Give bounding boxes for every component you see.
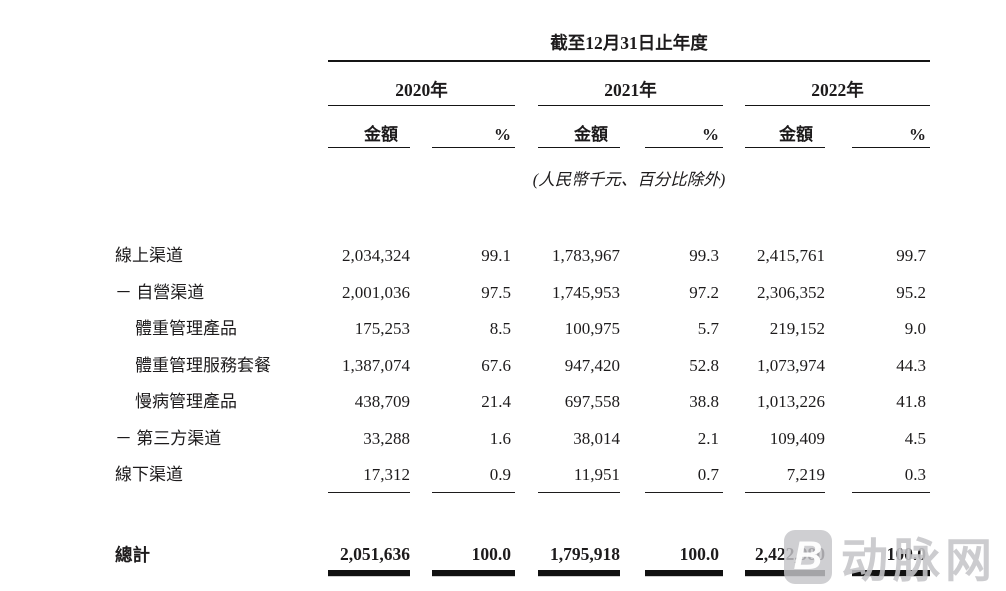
cell-amount-2020: 1,387,074: [342, 355, 410, 375]
year-header-2021: 2021年: [538, 77, 723, 106]
cell-percent-2020: 1.6: [489, 428, 511, 448]
cell-amount-2022: 219,152: [769, 319, 825, 338]
cell-amount-2021: 697,558: [564, 392, 620, 411]
year-header-2022: 2022年: [745, 77, 930, 106]
total-percent-2022: 100.0: [852, 544, 930, 572]
cell-amount-2022: 2,415,761: [757, 246, 825, 265]
cell-amount-2022: 2,306,352: [757, 282, 825, 302]
cell-percent-2022: 41.8: [896, 392, 926, 411]
row-label: － 第三方渠道: [115, 428, 222, 448]
cell-amount-2021: 100,975: [564, 319, 620, 338]
row-label: 體重管理產品: [135, 319, 237, 338]
table-row-chronic-disease-management-products: 慢病管理產品 438,709 21.4 697,558 38.8 1,013,2…: [115, 384, 930, 421]
cell-percent-2021: 2.1: [697, 428, 719, 448]
cell-amount-2021: 38,014: [573, 428, 620, 448]
col-header-percent-2021: %: [645, 125, 723, 148]
cell-percent-2020: 21.4: [481, 392, 511, 411]
cell-percent-2022: 0.3: [852, 458, 930, 493]
unit-note-row: (人民幣千元、百分比除外): [115, 148, 930, 192]
row-label: － 自營渠道: [115, 282, 205, 302]
cell-amount-2020: 2,034,324: [342, 246, 410, 265]
cell-percent-2020: 97.5: [481, 282, 511, 302]
table-row-self-operated-channels: － 自營渠道 2,001,036 97.5 1,745,953 97.2 2,3…: [115, 275, 930, 312]
period-header: 截至12月31日止年度: [328, 30, 930, 62]
table-row-total: 總計 2,051,636 100.0 1,795,918 100.0 2,422…: [115, 532, 930, 572]
cell-percent-2021: 0.7: [645, 458, 723, 493]
row-label: 線上渠道: [115, 246, 183, 265]
unit-note: (人民幣千元、百分比除外): [532, 170, 726, 189]
cell-amount-2022: 7,219: [745, 458, 825, 493]
cell-amount-2020: 175,253: [354, 319, 410, 338]
cell-percent-2020: 8.5: [489, 319, 511, 338]
table-row-third-party-channels: － 第三方渠道 33,288 1.6 38,014 2.1 109,409 4.…: [115, 421, 930, 458]
cell-amount-2020: 2,001,036: [342, 282, 410, 302]
col-header-amount-2021: 金額: [538, 120, 620, 148]
row-label: 慢病管理產品: [135, 392, 237, 411]
cell-percent-2021: 99.3: [689, 246, 719, 265]
total-amount-2022: 2,422,980: [745, 544, 825, 572]
total-amount-2021: 1,795,918: [538, 544, 620, 572]
cell-percent-2022: 95.2: [896, 282, 926, 302]
total-label: 總計: [115, 544, 150, 565]
row-label: 體重管理服務套餐: [135, 355, 271, 375]
cell-amount-2021: 1,745,953: [552, 282, 620, 302]
cell-percent-2022: 99.7: [896, 246, 926, 265]
col-header-amount-2022: 金額: [745, 120, 825, 148]
total-percent-2020: 100.0: [432, 544, 515, 572]
table-row-offline-channels: 線下渠道 17,312 0.9 11,951 0.7 7,219 0.3: [115, 457, 930, 494]
cell-percent-2022: 9.0: [904, 319, 926, 338]
col-header-percent-2022: %: [852, 125, 930, 148]
cell-percent-2021: 5.7: [697, 319, 719, 338]
table-header-columns-row: 金額 % 金額 % 金額 %: [115, 106, 930, 148]
col-header-percent-2020: %: [432, 125, 515, 148]
cell-amount-2022: 109,409: [769, 428, 825, 448]
cell-amount-2022: 1,073,974: [757, 355, 825, 375]
table-row-weight-management-products: 體重管理產品 175,253 8.5 100,975 5.7 219,152 9…: [115, 311, 930, 348]
cell-percent-2020: 99.1: [481, 246, 511, 265]
cell-percent-2021: 38.8: [689, 392, 719, 411]
cell-percent-2020: 67.6: [481, 355, 511, 375]
cell-amount-2022: 1,013,226: [757, 392, 825, 411]
cell-amount-2020: 438,709: [354, 392, 410, 411]
header-body-spacer: [115, 192, 930, 238]
cell-amount-2021: 1,783,967: [552, 246, 620, 265]
cell-amount-2020: 33,288: [363, 428, 410, 448]
revenue-breakdown-table: 截至12月31日止年度 2020年 2021年 2022年 金額 % 金額 % …: [115, 28, 930, 572]
cell-amount-2020: 17,312: [328, 458, 410, 493]
cell-percent-2021: 97.2: [689, 282, 719, 302]
year-header-2020: 2020年: [328, 77, 515, 106]
row-label: 線下渠道: [115, 465, 183, 484]
cell-percent-2021: 52.8: [689, 355, 719, 375]
table-row-online-channels: 線上渠道 2,034,324 99.1 1,783,967 99.3 2,415…: [115, 238, 930, 275]
table-header-period-row: 截至12月31日止年度: [115, 28, 930, 62]
cell-percent-2022: 44.3: [896, 355, 926, 375]
body-total-spacer: [115, 494, 930, 532]
cell-amount-2021: 947,420: [564, 355, 620, 375]
total-amount-2020: 2,051,636: [328, 544, 410, 572]
total-percent-2021: 100.0: [645, 544, 723, 572]
table-row-weight-management-service-packages: 體重管理服務套餐 1,387,074 67.6 947,420 52.8 1,0…: [115, 348, 930, 385]
table-header-years-row: 2020年 2021年 2022年: [115, 62, 930, 106]
cell-percent-2022: 4.5: [904, 428, 926, 448]
cell-amount-2021: 11,951: [538, 458, 620, 493]
col-header-amount-2020: 金額: [328, 120, 410, 148]
cell-percent-2020: 0.9: [432, 458, 515, 493]
